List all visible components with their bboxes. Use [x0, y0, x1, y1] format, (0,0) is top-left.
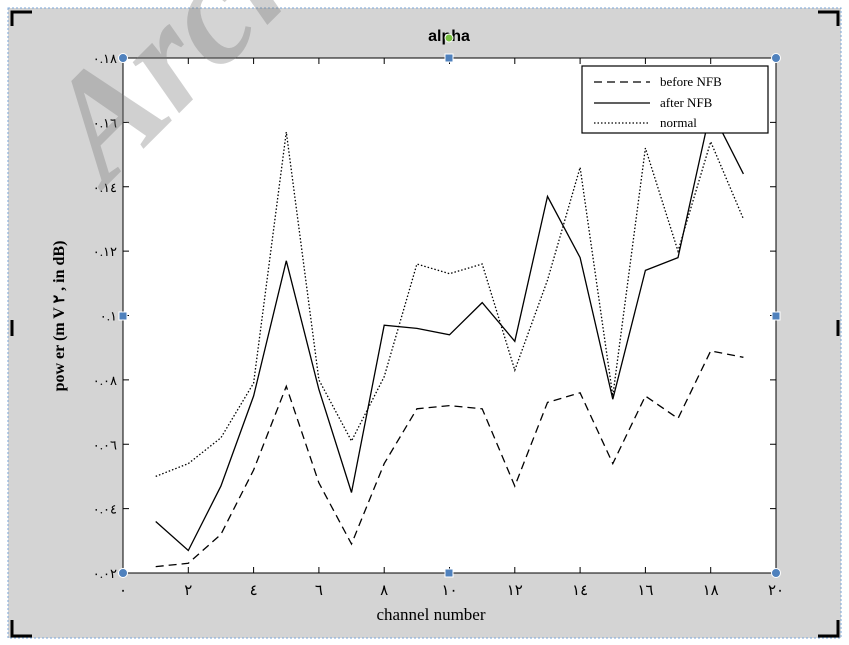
crop-mark-bottom-left — [10, 620, 32, 638]
crop-mark-top-left — [10, 10, 32, 26]
resize-handle-top-left[interactable] — [118, 53, 128, 63]
x-tick-label: ٠ — [119, 583, 127, 599]
x-tick-label: ٦ — [315, 583, 323, 599]
series-line-normal — [155, 131, 744, 478]
crop-mark-bottom-right — [818, 620, 840, 638]
x-tick-label: ٢ — [184, 583, 192, 599]
y-tick-label: ٠.١ — [100, 309, 117, 324]
y-tick-label: ٠.١٨ — [93, 51, 117, 66]
legend-label-before-nfb: before NFB — [660, 74, 722, 89]
series-line-before-nfb — [155, 350, 744, 568]
y-tick-label: ٠.١٢ — [93, 244, 117, 259]
legend-label-after-nfb: after NFB — [660, 95, 713, 110]
axes-background — [123, 58, 776, 573]
legend-box — [581, 65, 769, 134]
resize-handle-top-center[interactable] — [444, 53, 454, 63]
resize-handle-bottom-center[interactable] — [444, 568, 454, 578]
resize-handle-middle-right[interactable] — [771, 311, 781, 321]
rotate-handle[interactable] — [444, 33, 454, 43]
y-axis-label: pow er (m V ٢ , in dB) — [51, 241, 68, 392]
selection-border — [7, 7, 842, 639]
x-tick-label: ١٠ — [441, 583, 457, 599]
y-tick-label: ٠.٠٦ — [93, 437, 117, 452]
y-tick-label: ٠.٠٨ — [93, 373, 117, 388]
resize-handle-bottom-left[interactable] — [118, 568, 128, 578]
crop-mark-top-right — [818, 10, 840, 26]
y-tick-label: ٠.٠٢ — [93, 566, 117, 581]
x-tick-label: ٢٠ — [768, 583, 784, 599]
resize-handle-top-right[interactable] — [771, 53, 781, 63]
series-layer — [155, 107, 744, 568]
y-tick-label: ٠.٠٤ — [93, 502, 117, 517]
x-tick-label: ٨ — [380, 583, 388, 599]
resize-handle-middle-left[interactable] — [118, 311, 128, 321]
x-tick-label: ١٨ — [703, 583, 719, 599]
resize-handle-bottom-right[interactable] — [771, 568, 781, 578]
selection-handles[interactable] — [118, 33, 781, 578]
x-tick-label: ١٦ — [637, 583, 653, 599]
legend: before NFB after NFB normal — [581, 65, 769, 134]
x-tick-label: ٤ — [250, 583, 258, 599]
tick-labels: ٠ ٢ ٤ ٦ ٨ ١٠ ١٢ ١٤ ١٦ ١٨ ٢٠ ٠.٠٢ ٠.٠٤ ٠.٠٦ ٠.٠٨ ٠.١ ٠.١٢… — [93, 51, 784, 599]
y-tick-label: ٠.١٤ — [93, 180, 117, 195]
x-axis-label: channel number — [376, 605, 485, 624]
y-tick-label: ٠.١٦ — [93, 115, 117, 130]
series-line-after-nfb — [155, 107, 744, 552]
x-tick-label: ١٢ — [507, 583, 523, 599]
x-tick-label: ١٤ — [572, 583, 588, 599]
legend-label-normal: normal — [660, 115, 697, 130]
